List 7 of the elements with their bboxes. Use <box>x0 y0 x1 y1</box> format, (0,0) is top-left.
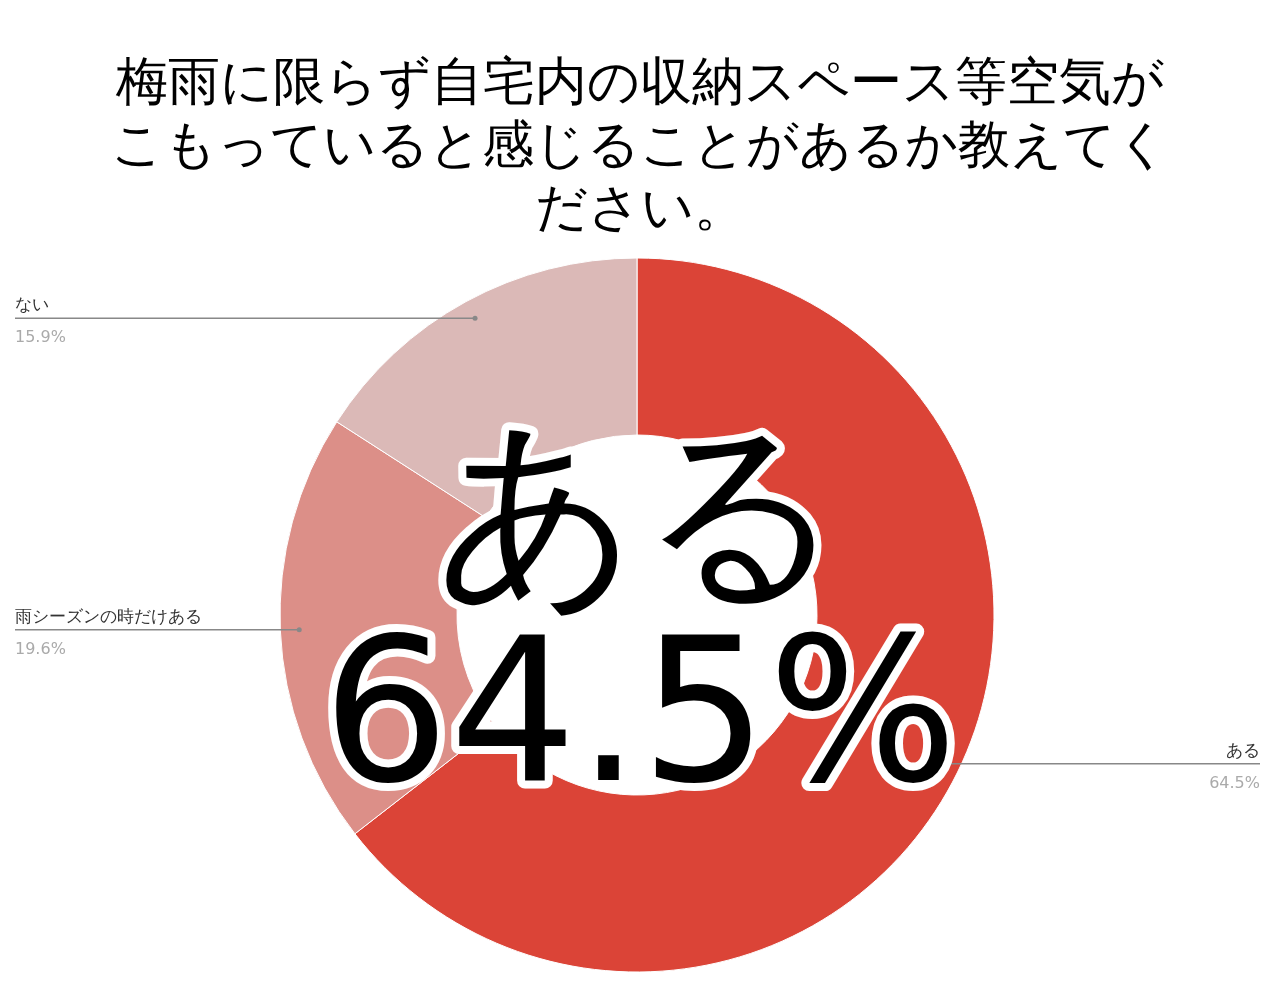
data-label: 64.5% <box>1209 772 1260 792</box>
data-label: 15.9% <box>15 327 66 347</box>
chart-title: 梅雨に限らず自宅内の収納スペース等空気がこもっていると感じることがあるか教えてください。 <box>110 50 1170 239</box>
slice-label: ない <box>15 294 49 315</box>
slice-label: 雨シーズンの時だけある <box>15 605 202 626</box>
slice-label: ある <box>1226 739 1260 760</box>
data-label: 19.6% <box>15 638 66 658</box>
